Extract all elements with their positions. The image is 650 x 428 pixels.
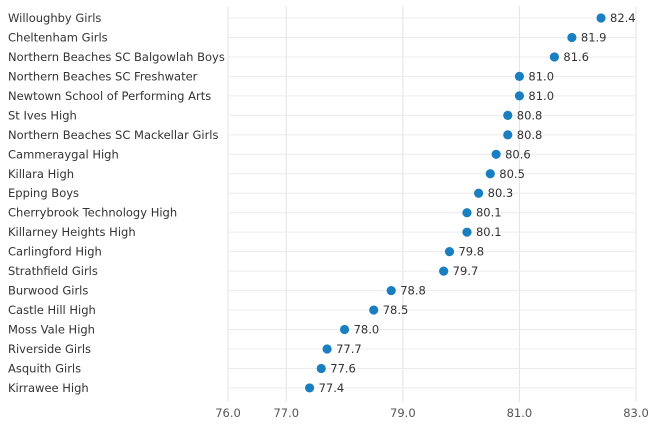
value-label: 78.0 — [354, 323, 380, 337]
data-point — [439, 266, 449, 276]
value-label: 78.8 — [400, 284, 426, 298]
grid-layer — [227, 6, 637, 402]
data-point — [305, 383, 315, 393]
category-label: Strathfield Girls — [8, 264, 98, 278]
data-point — [316, 363, 326, 374]
category-label: Cammeraygal High — [8, 147, 119, 161]
x-tick-label: 76.0 — [215, 406, 241, 420]
value-label: 77.4 — [319, 381, 345, 395]
category-label: Killarney Heights High — [8, 225, 136, 239]
category-label: Northern Beaches SC Mackellar Girls — [8, 128, 219, 142]
value-label: 80.1 — [476, 206, 502, 220]
value-labels: 82.481.9 81.6 81.0 81.0 80.8 80.8 80.6 80.5 80.3… — [319, 11, 636, 395]
data-point — [503, 130, 513, 140]
data-point — [444, 247, 455, 257]
value-label: 81.9 — [581, 30, 607, 44]
category-label: Cherrybrook Technology High — [8, 206, 177, 220]
value-label: 79.7 — [453, 264, 479, 278]
category-label: Kirrawee High — [8, 381, 89, 395]
value-label: 82.4 — [610, 11, 636, 25]
category-label: Cheltenham Girls — [8, 30, 108, 44]
value-label: 80.1 — [476, 225, 502, 239]
category-label: Willoughby Girls — [8, 11, 101, 25]
data-point — [491, 149, 501, 159]
value-label: 79.8 — [458, 245, 484, 259]
data-point — [514, 71, 525, 82]
value-label: 80.5 — [499, 167, 525, 181]
data-point — [322, 344, 332, 354]
data-point — [369, 305, 379, 315]
data-point — [596, 13, 606, 23]
category-label: Newtown School of Performing Arts — [8, 89, 211, 103]
category-label: Epping Boys — [8, 186, 79, 200]
data-point — [514, 91, 525, 101]
x-tick-label: 77.0 — [273, 406, 299, 420]
value-label: 81.0 — [528, 69, 554, 83]
category-label: Burwood Girls — [8, 284, 88, 298]
data-point — [386, 285, 396, 296]
category-label: Moss Vale High — [8, 323, 95, 337]
value-label: 78.5 — [383, 303, 409, 317]
data-point — [339, 324, 350, 335]
data-point — [485, 169, 495, 179]
data-point — [474, 188, 484, 198]
category-label: Asquith Girls — [8, 361, 81, 375]
x-tick-label: 79.0 — [390, 406, 416, 420]
value-label: 81.6 — [563, 50, 589, 64]
category-label: St Ives High — [8, 108, 77, 122]
data-point — [503, 110, 513, 120]
value-label: 80.8 — [517, 108, 543, 122]
category-label: Killara High — [8, 167, 74, 181]
value-label: 80.8 — [517, 128, 543, 142]
x-tick-label: 81.0 — [507, 406, 533, 420]
category-label: Northern Beaches SC Balgowlah Boys — [8, 50, 225, 64]
category-label: Riverside Girls — [8, 342, 91, 356]
data-points — [305, 13, 606, 393]
category-label: Castle Hill High — [8, 303, 96, 317]
category-label: Northern Beaches SC Freshwater — [8, 69, 198, 83]
value-label: 77.6 — [330, 361, 356, 375]
x-tick-label: 83.0 — [623, 406, 649, 420]
data-point — [462, 227, 472, 237]
value-label: 81.0 — [528, 89, 554, 103]
x-axis-ticks: 76.0 77.0 79.0 81.0 83.0 — [215, 406, 649, 420]
value-label: 77.7 — [336, 342, 362, 356]
data-point — [462, 208, 472, 218]
category-label: Carlingford High — [8, 245, 102, 259]
category-labels: Willoughby Girls Cheltenham Girls Northern… — [8, 11, 225, 395]
value-label: 80.3 — [488, 186, 514, 200]
data-point — [567, 32, 577, 43]
data-point — [549, 52, 560, 62]
value-label: 80.6 — [505, 147, 531, 161]
